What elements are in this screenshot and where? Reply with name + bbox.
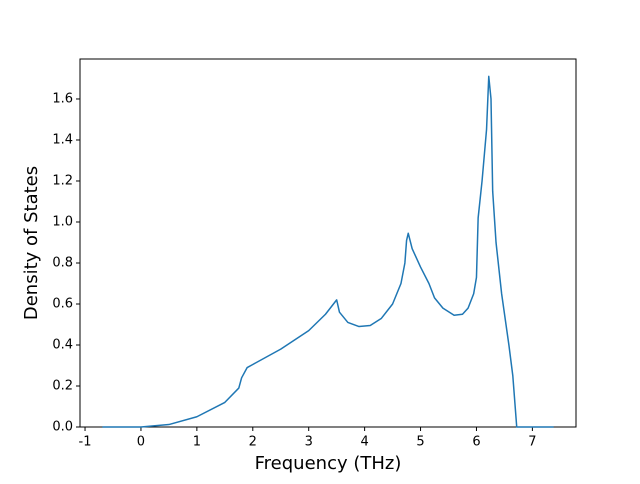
y-tick-label: 0.4 [52, 337, 73, 352]
x-tick-label: 1 [193, 435, 201, 450]
x-tick-label: 3 [305, 435, 313, 450]
y-tick-label: 1.0 [52, 214, 73, 229]
x-tick-label: 0 [137, 435, 145, 450]
y-tick-label: 1.6 [52, 91, 73, 106]
line-series [102, 75, 554, 428]
x-tick-label: 6 [472, 435, 480, 450]
y-tick-label: 0.8 [52, 255, 73, 270]
y-tick-label: 0.2 [52, 378, 73, 393]
x-tick-label: -1 [79, 435, 92, 450]
x-tick-label: 7 [528, 435, 536, 450]
x-axis-label: Frequency (THz) [255, 453, 402, 474]
y-tick-label: 1.2 [52, 173, 73, 188]
x-tick-label: 5 [416, 435, 424, 450]
y-tick-label: 0.6 [52, 296, 73, 311]
x-tick-label: 4 [360, 435, 368, 450]
plot-frame [79, 58, 577, 428]
y-tick-label: 0.0 [52, 420, 73, 435]
x-tick-label: 2 [249, 435, 257, 450]
y-tick-label: 1.4 [52, 132, 73, 147]
y-axis-label: Density of States [21, 166, 42, 320]
